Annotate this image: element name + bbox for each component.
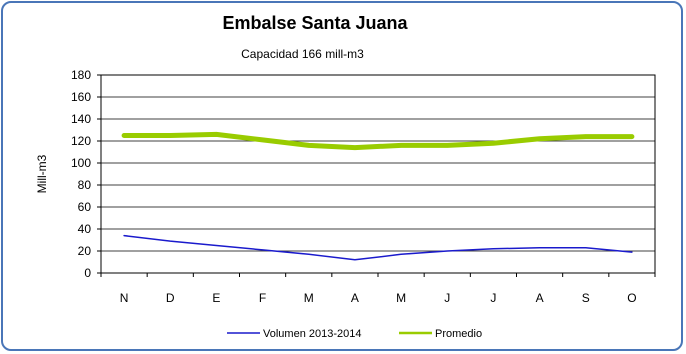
x-tick-label: J (444, 291, 450, 305)
gridlines (101, 74, 655, 274)
y-tick-label: 120 (71, 134, 91, 148)
x-tick-label: F (259, 291, 266, 305)
x-tick-label: N (120, 291, 129, 305)
x-tick-label: A (536, 291, 544, 305)
x-tick-label: M (396, 291, 406, 305)
legend-label: Volumen 2013-2014 (263, 328, 361, 340)
x-tick-label: A (351, 291, 359, 305)
series-lines (121, 131, 635, 261)
x-tick-label: J (490, 291, 496, 305)
y-axis: 0 20 40 60 80 100 120 140 160 180 (71, 68, 101, 280)
y-tick-label: 160 (71, 90, 91, 104)
y-tick-label: 0 (84, 266, 91, 280)
chart-title: Embalse Santa Juana (222, 13, 408, 33)
x-tick-label: D (166, 291, 175, 305)
legend-label: Promedio (435, 328, 482, 340)
y-tick-label: 100 (71, 156, 91, 170)
x-tick-label: E (212, 291, 220, 305)
series-line-promedio (121, 131, 635, 151)
y-tick-label: 40 (78, 222, 92, 236)
series-line-volumen (123, 234, 633, 261)
legend: Volumen 2013-2014 Promedio (227, 328, 482, 340)
y-tick-label: 60 (78, 200, 92, 214)
y-tick-label: 20 (78, 244, 92, 258)
y-tick-label: 80 (78, 178, 92, 192)
x-tick-label: S (582, 291, 590, 305)
x-tick-label: M (304, 291, 314, 305)
y-tick-label: 180 (71, 68, 91, 82)
x-tick-label: O (627, 291, 636, 305)
y-tick-label: 140 (71, 112, 91, 126)
chart-subtitle: Capacidad 166 mill-m3 (241, 47, 364, 61)
plot-area (100, 74, 656, 274)
y-axis-label: Mill-m3 (35, 154, 49, 193)
